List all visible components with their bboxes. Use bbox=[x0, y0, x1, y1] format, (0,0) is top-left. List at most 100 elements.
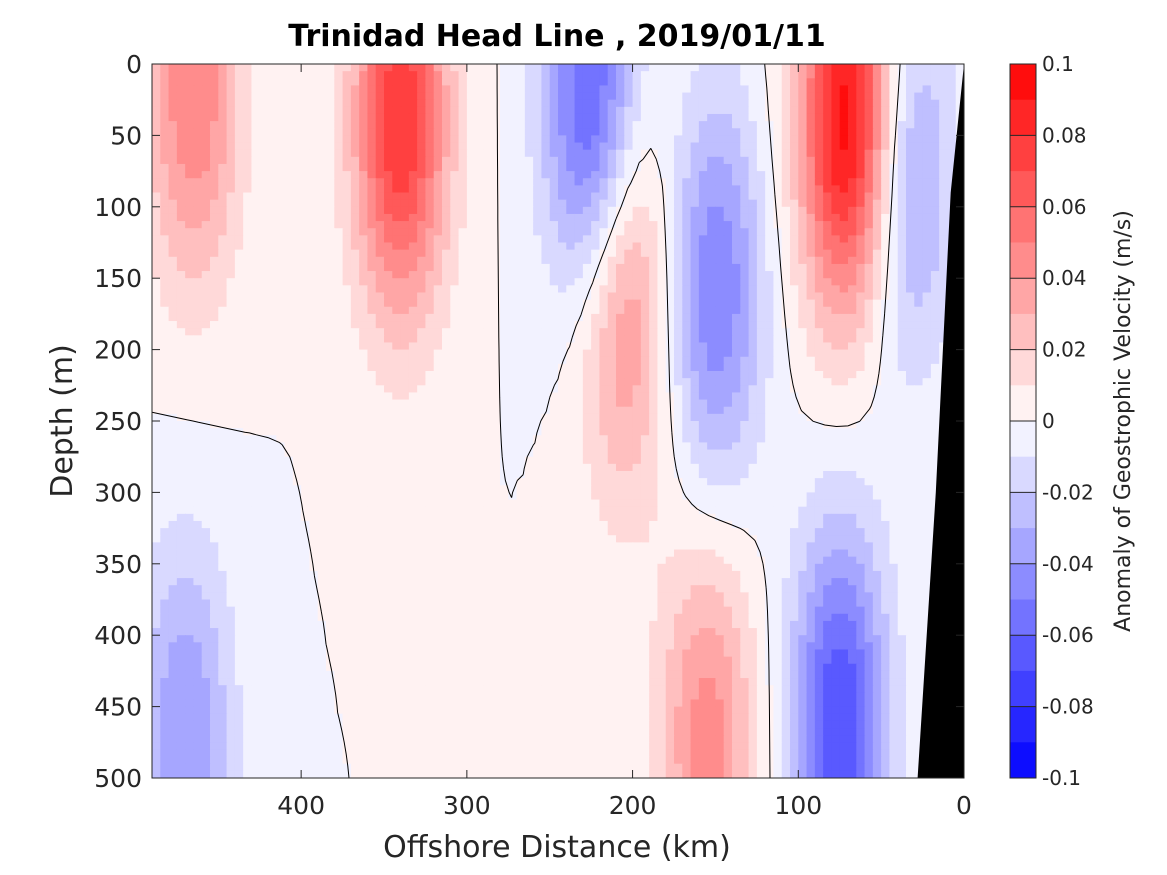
field-cell bbox=[317, 92, 327, 101]
field-cell bbox=[367, 92, 377, 101]
field-cell bbox=[881, 71, 891, 79]
field-cell bbox=[715, 142, 725, 151]
field-cell bbox=[301, 313, 311, 322]
field-cell bbox=[790, 156, 799, 165]
field-cell bbox=[798, 113, 808, 122]
field-cell bbox=[450, 149, 460, 158]
field-cell bbox=[607, 235, 617, 244]
field-cell bbox=[607, 206, 617, 215]
field-cell bbox=[740, 413, 750, 422]
field-cell bbox=[425, 171, 435, 179]
field-cell bbox=[848, 221, 857, 229]
field-cell bbox=[732, 378, 741, 386]
field-cell bbox=[558, 121, 567, 129]
field-cell bbox=[259, 171, 269, 179]
field-cell bbox=[707, 163, 717, 172]
field-cell bbox=[914, 306, 924, 315]
field-cell bbox=[466, 349, 476, 358]
field-cell bbox=[922, 349, 932, 358]
field-cell bbox=[616, 78, 625, 87]
field-cell bbox=[756, 235, 766, 244]
field-cell bbox=[566, 421, 576, 429]
field-cell bbox=[334, 149, 344, 158]
field-cell bbox=[823, 178, 833, 186]
field-cell bbox=[292, 306, 302, 315]
field-cell bbox=[375, 242, 385, 251]
field-cell bbox=[176, 135, 186, 144]
field-cell bbox=[234, 156, 244, 165]
field-cell bbox=[657, 328, 667, 336]
field-cell bbox=[707, 235, 717, 244]
field-cell bbox=[210, 106, 219, 115]
field-cell bbox=[185, 271, 195, 279]
field-cell bbox=[516, 371, 526, 379]
field-cell bbox=[384, 135, 393, 144]
field-cell bbox=[226, 163, 236, 172]
field-cell bbox=[185, 71, 195, 79]
field-cell bbox=[632, 171, 642, 179]
field-cell bbox=[674, 263, 683, 272]
field-cell bbox=[881, 385, 891, 394]
field-cell bbox=[384, 321, 393, 329]
field-cell bbox=[897, 78, 907, 87]
field-cell bbox=[152, 185, 161, 194]
field-cell bbox=[897, 271, 907, 279]
field-cell bbox=[599, 406, 609, 415]
field-cell bbox=[475, 78, 485, 87]
field-cell bbox=[674, 106, 683, 115]
field-cell bbox=[400, 192, 410, 201]
field-cell bbox=[566, 313, 576, 322]
field-cell bbox=[674, 185, 683, 194]
field-cell bbox=[433, 64, 443, 72]
field-cell bbox=[814, 313, 824, 322]
field-cell bbox=[773, 378, 783, 386]
field-cell bbox=[384, 342, 393, 351]
field-cell bbox=[458, 142, 468, 151]
field-cell bbox=[541, 256, 551, 265]
field-cell bbox=[549, 163, 559, 172]
field-cell bbox=[674, 271, 683, 279]
field-cell bbox=[516, 106, 526, 115]
field-cell bbox=[218, 413, 228, 422]
field-cell bbox=[823, 235, 833, 244]
field-cell bbox=[823, 392, 833, 401]
field-cell bbox=[674, 92, 683, 101]
field-cell bbox=[334, 128, 344, 136]
field-cell bbox=[690, 306, 700, 315]
field-cell bbox=[814, 235, 824, 244]
field-cell bbox=[624, 178, 634, 186]
field-cell bbox=[740, 135, 750, 144]
field-cell bbox=[417, 321, 427, 329]
field-cell bbox=[234, 292, 244, 301]
field-cell bbox=[400, 242, 410, 251]
field-cell bbox=[715, 213, 725, 222]
field-cell bbox=[234, 178, 244, 186]
field-cell bbox=[193, 235, 203, 244]
field-cell bbox=[408, 192, 418, 201]
field-cell bbox=[392, 335, 402, 344]
field-cell bbox=[582, 299, 592, 308]
field-cell bbox=[541, 78, 551, 87]
field-cell bbox=[491, 92, 501, 101]
field-cell bbox=[839, 349, 849, 358]
field-cell bbox=[665, 278, 675, 286]
field-cell bbox=[450, 349, 460, 358]
field-cell bbox=[914, 328, 924, 336]
field-cell bbox=[243, 192, 253, 201]
field-cell bbox=[616, 385, 625, 394]
field-cell bbox=[442, 213, 451, 222]
field-cell bbox=[334, 121, 344, 129]
field-cell bbox=[508, 335, 518, 344]
field-cell bbox=[574, 106, 584, 115]
field-cell bbox=[616, 413, 625, 422]
field-cell bbox=[558, 342, 567, 351]
field-cell bbox=[823, 263, 833, 272]
field-cell bbox=[326, 371, 335, 379]
field-cell bbox=[649, 113, 659, 122]
field-cell bbox=[649, 221, 659, 229]
field-cell bbox=[723, 171, 733, 179]
field-cell bbox=[251, 149, 261, 158]
field-cell bbox=[226, 249, 236, 258]
field-cell bbox=[326, 399, 335, 408]
field-cell bbox=[392, 249, 402, 258]
